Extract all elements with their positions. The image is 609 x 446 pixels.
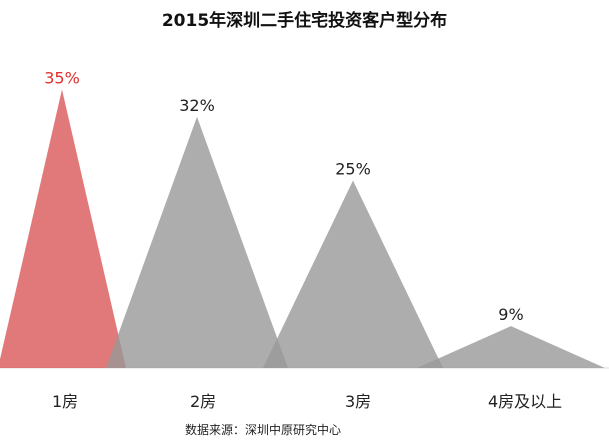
data-label: 35% [44, 69, 80, 88]
data-label: 25% [335, 160, 371, 179]
triangle-4 [417, 326, 605, 368]
data-label: 9% [498, 305, 523, 324]
triangle-3 [263, 180, 443, 368]
triangle-1 [0, 89, 126, 368]
chart-title: 2015年深圳二手住宅投资客户型分布 [161, 11, 448, 31]
triangle-2 [106, 116, 288, 368]
category-label: 4房及以上 [488, 392, 562, 411]
data-label: 32% [179, 96, 215, 115]
source-note: 数据来源：深圳中原研究中心 [185, 423, 342, 437]
category-label: 1房 [52, 392, 78, 411]
category-label: 2房 [190, 392, 216, 411]
category-label: 3房 [345, 392, 371, 411]
